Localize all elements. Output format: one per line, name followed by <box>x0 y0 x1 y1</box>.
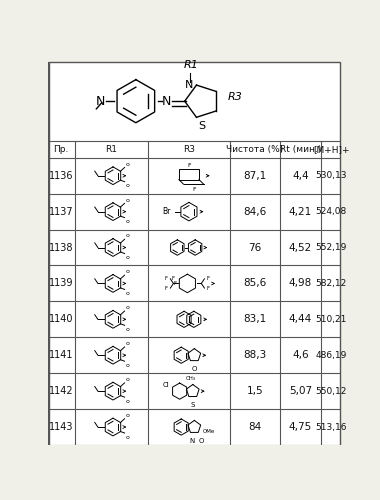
Text: R1: R1 <box>184 60 198 70</box>
Text: F: F <box>207 276 210 280</box>
Text: R3: R3 <box>228 92 243 102</box>
Text: 1140: 1140 <box>49 314 73 324</box>
Text: o: o <box>125 306 129 310</box>
Text: F: F <box>207 286 210 292</box>
Text: 1137: 1137 <box>49 206 73 216</box>
Text: 83,1: 83,1 <box>243 314 266 324</box>
Text: F: F <box>173 281 177 286</box>
Text: S: S <box>198 121 205 131</box>
Text: o: o <box>125 270 129 274</box>
Text: R3: R3 <box>183 145 195 154</box>
Text: O: O <box>192 366 197 372</box>
Text: 513,16: 513,16 <box>315 422 347 432</box>
Text: 550,12: 550,12 <box>315 386 347 396</box>
Text: 1136: 1136 <box>49 170 73 180</box>
Text: N: N <box>189 438 194 444</box>
Text: CH₃: CH₃ <box>185 376 196 382</box>
Text: S: S <box>191 402 195 407</box>
Text: 4,4: 4,4 <box>292 170 309 180</box>
Text: 552,19: 552,19 <box>315 243 347 252</box>
Text: F: F <box>171 276 174 281</box>
Text: o: o <box>125 291 129 296</box>
Text: 4,44: 4,44 <box>289 314 312 324</box>
Text: o: o <box>125 234 129 238</box>
Text: o: o <box>125 341 129 346</box>
Text: 4,98: 4,98 <box>289 278 312 288</box>
Text: 510,21: 510,21 <box>315 315 347 324</box>
Text: o: o <box>125 413 129 418</box>
Text: Пр.: Пр. <box>53 145 69 154</box>
Text: Cl: Cl <box>162 382 169 388</box>
Text: 88,3: 88,3 <box>243 350 266 360</box>
Text: 486,19: 486,19 <box>315 350 347 360</box>
Text: o: o <box>125 198 129 202</box>
Text: 524,08: 524,08 <box>315 207 347 216</box>
Text: N: N <box>185 80 193 90</box>
Text: F: F <box>165 276 168 280</box>
Text: 1142: 1142 <box>49 386 73 396</box>
Text: 1143: 1143 <box>49 422 73 432</box>
Text: 85,6: 85,6 <box>243 278 266 288</box>
Text: 4,52: 4,52 <box>289 242 312 252</box>
Text: 84,6: 84,6 <box>243 206 266 216</box>
Text: 4,75: 4,75 <box>289 422 312 432</box>
Text: 1141: 1141 <box>49 350 73 360</box>
Text: OMe: OMe <box>203 429 215 434</box>
Text: 4,21: 4,21 <box>289 206 312 216</box>
Text: [М+Н]+: [М+Н]+ <box>313 145 349 154</box>
Text: o: o <box>125 398 129 404</box>
Text: o: o <box>125 377 129 382</box>
Text: N: N <box>162 94 171 108</box>
Text: o: o <box>125 327 129 332</box>
Text: Br: Br <box>162 207 170 216</box>
Text: 530,13: 530,13 <box>315 171 347 180</box>
Text: o: o <box>125 363 129 368</box>
Text: o: o <box>125 255 129 260</box>
Text: o: o <box>125 183 129 188</box>
Text: F: F <box>187 163 191 168</box>
Text: 5,07: 5,07 <box>289 386 312 396</box>
Text: O: O <box>199 438 204 444</box>
Text: 4,6: 4,6 <box>292 350 309 360</box>
Text: 87,1: 87,1 <box>243 170 266 180</box>
Text: 1138: 1138 <box>49 242 73 252</box>
Text: o: o <box>125 162 129 166</box>
Bar <box>179 169 199 179</box>
Text: 1139: 1139 <box>49 278 73 288</box>
Text: o: o <box>125 434 129 440</box>
Text: F: F <box>165 286 168 292</box>
Text: 76: 76 <box>248 242 261 252</box>
Text: 84: 84 <box>248 422 261 432</box>
Text: 582,12: 582,12 <box>315 279 347 288</box>
Text: N: N <box>95 94 105 108</box>
Text: 1,5: 1,5 <box>247 386 263 396</box>
Text: o: o <box>125 219 129 224</box>
Text: R1: R1 <box>105 145 117 154</box>
Text: Rt (мин.): Rt (мин.) <box>280 145 321 154</box>
Text: F: F <box>193 186 196 192</box>
Text: Чистота (%): Чистота (%) <box>226 145 283 154</box>
